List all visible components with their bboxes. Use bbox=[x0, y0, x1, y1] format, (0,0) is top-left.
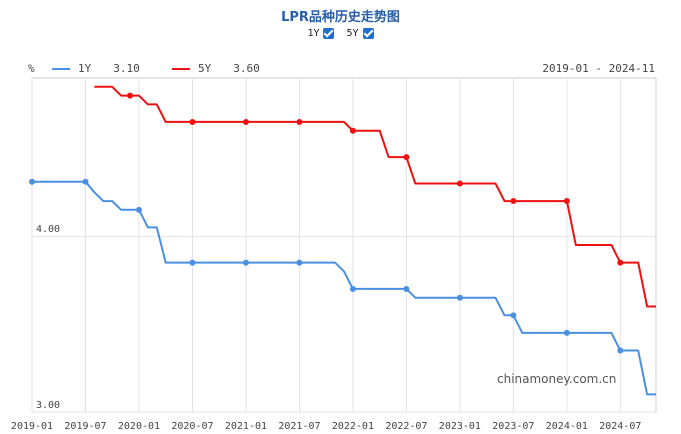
legend-1y-value: 3.10 bbox=[113, 62, 140, 75]
x-tick-label: 2023-07 bbox=[492, 421, 534, 432]
toggle-1y[interactable]: 1Y bbox=[307, 28, 335, 39]
data-point-5y bbox=[127, 92, 134, 99]
data-point-5y bbox=[510, 198, 517, 205]
series-lines bbox=[32, 85, 656, 396]
data-point-5y bbox=[189, 118, 196, 125]
data-point-1y bbox=[617, 347, 624, 354]
legend-5y-swatch bbox=[172, 67, 190, 70]
legend-5y[interactable]: 5Y 3.60 bbox=[172, 62, 260, 75]
x-tick-label: 2019-07 bbox=[64, 421, 106, 432]
legend-1y-name: 1Y bbox=[78, 62, 92, 75]
data-point-1y bbox=[29, 178, 35, 185]
data-point-5y bbox=[296, 118, 303, 125]
x-tick-label: 2019-01 bbox=[11, 421, 53, 432]
data-point-5y bbox=[242, 118, 249, 125]
toggle-5y[interactable]: 5Y bbox=[347, 28, 374, 39]
data-point-1y bbox=[296, 259, 303, 266]
data-point-1y bbox=[189, 259, 196, 266]
x-tick-label: 2021-07 bbox=[278, 421, 320, 432]
data-point-1y bbox=[349, 285, 356, 292]
legend-5y-value: 3.60 bbox=[233, 62, 260, 75]
toggle-1y-label: 1Y bbox=[307, 28, 320, 39]
series-line-5y bbox=[94, 85, 656, 308]
data-point-1y bbox=[82, 178, 89, 185]
x-tick-label: 2024-07 bbox=[599, 421, 641, 432]
x-tick-label: 2021-01 bbox=[225, 421, 267, 432]
y-tick-label: 3.00 bbox=[36, 400, 60, 411]
unit-label: % bbox=[28, 62, 35, 75]
plot-frame bbox=[31, 77, 657, 413]
data-point-1y bbox=[135, 206, 142, 213]
x-tick-label: 2020-01 bbox=[118, 421, 160, 432]
checkbox-5y-icon[interactable] bbox=[362, 28, 374, 39]
data-point-1y bbox=[242, 259, 249, 266]
grid-lines bbox=[31, 77, 657, 413]
legend-1y-swatch bbox=[52, 67, 70, 70]
data-point-5y bbox=[403, 154, 410, 161]
date-range: 2019-01 - 2024-11 bbox=[542, 62, 655, 75]
data-point-5y bbox=[563, 198, 570, 205]
legend-5y-name: 5Y bbox=[198, 62, 212, 75]
series-line-1y bbox=[32, 180, 656, 396]
y-tick-label: 4.00 bbox=[36, 224, 60, 235]
data-point-5y bbox=[617, 259, 624, 266]
legend-1y[interactable]: 1Y 3.10 bbox=[52, 62, 140, 75]
watermark: chinamoney.com.cn bbox=[497, 372, 616, 386]
series-toggles: 1Y 5Y bbox=[0, 28, 681, 39]
checkbox-1y-icon[interactable] bbox=[323, 28, 335, 39]
data-point-1y bbox=[563, 329, 570, 336]
series-markers bbox=[29, 92, 624, 354]
data-point-1y bbox=[510, 312, 517, 319]
data-point-5y bbox=[456, 180, 463, 187]
axis-ticks: 2019-01 2019-07 2020-01 2020-07 2021-01 2021-… bbox=[11, 224, 641, 432]
x-tick-label: 2023-01 bbox=[439, 421, 481, 432]
x-tick-label: 2020-07 bbox=[171, 421, 213, 432]
chart-title: LPR品种历史走势图 bbox=[281, 10, 400, 25]
data-point-5y bbox=[349, 127, 356, 134]
x-tick-label: 2022-07 bbox=[385, 421, 427, 432]
data-point-1y bbox=[403, 285, 410, 292]
x-tick-label: 2024-01 bbox=[546, 421, 588, 432]
toggle-5y-label: 5Y bbox=[346, 28, 359, 39]
data-point-1y bbox=[456, 294, 463, 301]
x-tick-label: 2022-01 bbox=[332, 421, 374, 432]
